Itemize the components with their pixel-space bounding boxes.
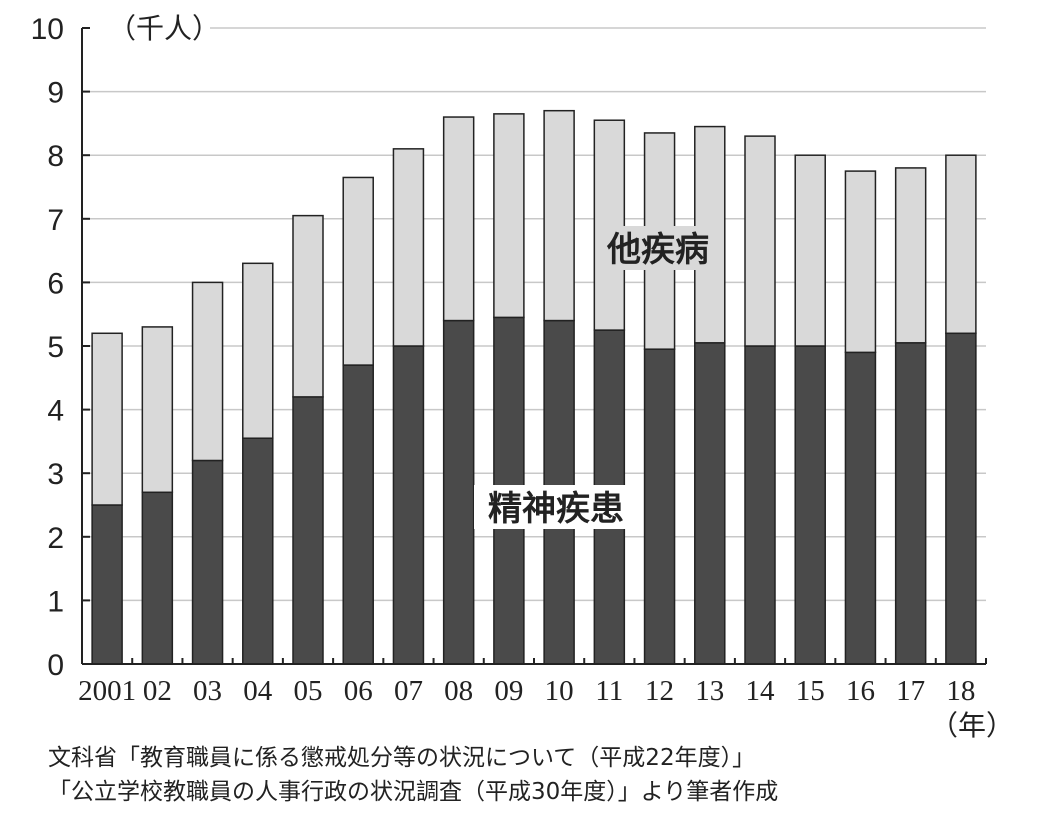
bars	[91, 109, 977, 665]
x-tick-label: 10	[545, 675, 574, 707]
x-tick-label: 08	[444, 675, 473, 707]
bar-mental-illness	[643, 348, 676, 665]
axes	[81, 27, 987, 665]
y-tick-label: 7	[47, 204, 64, 237]
x-tick-label: 02	[143, 675, 172, 707]
bar-mental-illness	[442, 319, 475, 665]
x-tick-label: 18	[946, 675, 975, 707]
bar-mental-illness	[945, 332, 977, 665]
bar-other-disease	[191, 281, 224, 462]
bar-mental-illness	[191, 459, 224, 665]
source-note-line-2: 「公立学校教職員の人事行政の状況調査（平成30年度）」より筆者作成	[48, 779, 779, 805]
y-tick-label: 5	[47, 331, 64, 364]
gridlines	[82, 27, 986, 602]
y-tick-labels: 0 1 2 3 4 5 6 7 8 9 10	[31, 13, 64, 682]
bar-other-disease	[894, 167, 927, 344]
bar-other-disease	[392, 148, 425, 347]
y-unit-label: （千人）	[108, 12, 220, 45]
bar-other-disease	[844, 170, 877, 354]
bar-mental-illness	[844, 351, 877, 665]
bar-mental-illness	[694, 342, 726, 665]
x-tick-label: 13	[695, 675, 724, 707]
svg-text:精神疾患: 精神疾患	[488, 489, 624, 529]
x-tick-label: 2001	[78, 675, 136, 707]
bar-mental-illness	[342, 364, 374, 665]
bar-mental-illness	[794, 345, 826, 665]
bar-other-disease	[493, 113, 525, 319]
bar-mental-illness	[744, 345, 776, 665]
x-tick-label: 09	[494, 675, 523, 707]
x-tick-label: 14	[746, 675, 776, 707]
x-tick-label: 11	[595, 675, 623, 707]
x-tick-label: 07	[394, 675, 423, 707]
source-note-line-1: 文科省「教育職員に係る懲戒処分等の状況について（平成22年度）」	[48, 745, 756, 771]
x-tick-label: 06	[344, 675, 373, 707]
bar-mental-illness	[141, 491, 174, 665]
y-tick-label: 1	[47, 585, 64, 618]
bar-other-disease	[945, 154, 977, 335]
bar-other-disease	[292, 214, 324, 398]
x-tick-label: 04	[243, 675, 273, 707]
bar-mental-illness	[292, 396, 324, 665]
y-tick-label: 8	[47, 140, 64, 173]
y-tick-label: 4	[47, 395, 64, 428]
y-tick-label: 6	[47, 267, 64, 300]
bar-other-disease	[744, 135, 776, 347]
y-tick-label: 3	[47, 458, 64, 491]
bar-other-disease	[543, 109, 575, 322]
bar-other-disease	[141, 326, 174, 494]
y-tick-label: 10	[31, 13, 64, 46]
y-tick-label: 0	[47, 649, 64, 682]
y-tick-label: 9	[47, 77, 64, 110]
bar-other-disease	[342, 176, 374, 366]
bar-mental-illness	[894, 342, 927, 665]
x-tick-label: 12	[645, 675, 674, 707]
x-tick-label: 03	[193, 675, 222, 707]
bar-mental-illness	[242, 437, 274, 665]
bar-other-disease	[794, 154, 826, 347]
bar-other-disease	[242, 262, 274, 439]
series-label-other-disease: 他疾病	[596, 226, 720, 270]
x-tick-label: 05	[294, 675, 323, 707]
x-tick-label: 17	[896, 675, 925, 707]
x-tick-labels: 2001 02 03 04 05 06 07 08 09 10 11 12 13 14 15 16 17 18	[78, 675, 975, 707]
bar-mental-illness	[91, 504, 123, 665]
x-unit-label: （年）	[930, 709, 1014, 740]
bar-other-disease	[91, 332, 123, 506]
svg-text:他疾病: 他疾病	[606, 230, 709, 270]
series-label-mental-illness: 精神疾患	[474, 485, 638, 529]
x-tick-label: 16	[846, 675, 875, 707]
y-tick-label: 2	[47, 522, 64, 555]
x-tick-label: 15	[796, 675, 825, 707]
bar-mental-illness	[392, 345, 425, 665]
bar-other-disease	[593, 119, 626, 331]
bar-other-disease	[442, 116, 475, 322]
